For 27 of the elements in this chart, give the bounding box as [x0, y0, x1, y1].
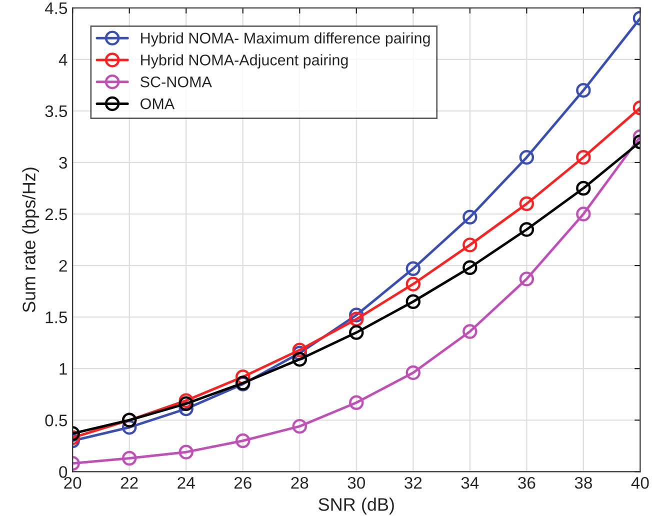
x-tick-label: 30 — [348, 476, 366, 489]
x-tick-label: 22 — [120, 476, 138, 489]
legend-label: Hybrid NOMA-Adjucent pairing — [141, 54, 348, 68]
y-tick-label: 2.5 — [45, 208, 68, 220]
x-tick-label: 32 — [404, 476, 422, 489]
x-axis-title: SNR (dB) — [318, 498, 394, 514]
x-tick-label: 24 — [178, 476, 195, 489]
y-tick-label: 1.5 — [46, 312, 68, 324]
x-tick-label: 28 — [291, 476, 308, 489]
legend-label: OMA — [140, 98, 175, 110]
x-tick-label: 20 — [64, 476, 82, 489]
x-tick-label: 36 — [518, 476, 536, 489]
legend-label: Hybrid NOMA- Maximum difference pairing — [141, 32, 430, 47]
y-tick-label: 4.5 — [44, 2, 68, 14]
y-tick-label: 1 — [60, 363, 67, 375]
y-tick-label: 0 — [59, 466, 68, 478]
legend-label: SC-NOMA — [140, 76, 212, 88]
y-tick-label: 0.5 — [45, 414, 68, 426]
y-tick-label: 3.5 — [45, 105, 68, 118]
x-tick-label: 40 — [631, 476, 649, 489]
y-tick-label: 4 — [58, 54, 68, 66]
x-tick-label: 38 — [574, 476, 592, 489]
y-tick-label: 3 — [59, 156, 68, 169]
y-tick-label: 2 — [59, 260, 67, 272]
x-tick-label: 34 — [461, 476, 479, 489]
x-tick-label: 26 — [234, 476, 252, 489]
y-axis-title: Sum rate (bps/Hz) — [22, 168, 40, 312]
